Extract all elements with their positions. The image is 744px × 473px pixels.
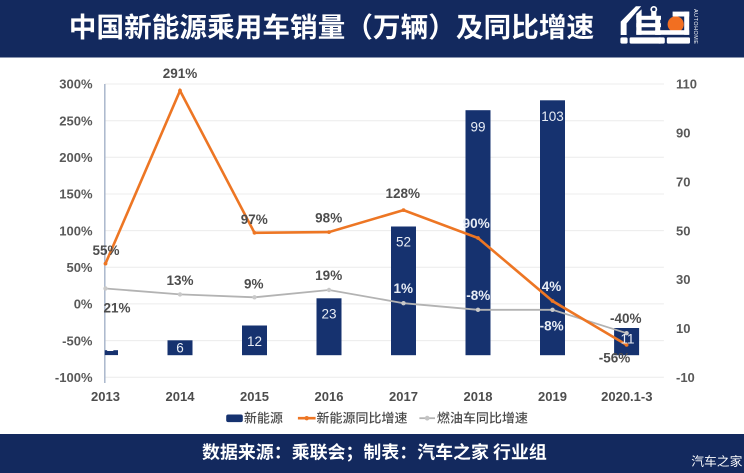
svg-text:50: 50 [676,223,690,238]
svg-text:90%: 90% [463,216,490,231]
svg-text:300%: 300% [59,77,93,92]
svg-text:90: 90 [676,126,690,141]
svg-text:13%: 13% [166,273,193,288]
svg-text:-50%: -50% [62,333,93,348]
svg-text:150%: 150% [59,187,93,202]
svg-text:2019: 2019 [538,389,567,404]
svg-text:AUTOHOME: AUTOHOME [692,9,698,44]
svg-text:2018: 2018 [464,389,493,404]
svg-text:12: 12 [247,334,262,349]
svg-text:50%: 50% [66,260,92,275]
svg-text:-100%: -100% [55,370,93,385]
svg-text:4%: 4% [542,279,562,294]
svg-text:1%: 1% [393,281,413,296]
svg-text:70: 70 [676,174,690,189]
svg-text:200%: 200% [59,150,93,165]
svg-text:2016: 2016 [315,389,344,404]
svg-text:23: 23 [321,306,336,321]
svg-text:-56%: -56% [599,351,631,366]
svg-text:128%: 128% [386,186,421,201]
svg-text:98%: 98% [315,211,342,226]
svg-text:97%: 97% [241,212,268,227]
svg-text:21%: 21% [103,300,130,315]
svg-text:250%: 250% [59,113,93,128]
svg-text:2015: 2015 [240,389,269,404]
svg-text:55%: 55% [92,243,119,258]
svg-text:52: 52 [396,234,411,249]
svg-text:0%: 0% [74,297,93,312]
svg-text:103: 103 [541,109,564,124]
svg-text:2013: 2013 [91,389,120,404]
svg-text:100%: 100% [59,223,93,238]
svg-text:30: 30 [676,272,690,287]
svg-text:99: 99 [470,119,485,134]
svg-text:2017: 2017 [389,389,418,404]
svg-text:9%: 9% [244,276,264,291]
svg-text:-10: -10 [676,370,695,385]
svg-text:-8%: -8% [466,288,490,303]
svg-text:2: 2 [107,339,115,354]
svg-text:-8%: -8% [540,319,564,334]
svg-text:6: 6 [176,340,184,355]
svg-text:10: 10 [676,321,690,336]
svg-text:2014: 2014 [166,389,196,404]
svg-text:11: 11 [620,332,634,347]
svg-text:19%: 19% [315,268,342,283]
svg-text:2020.1-3: 2020.1-3 [601,389,652,404]
svg-text:110: 110 [676,77,697,92]
svg-text:291%: 291% [163,66,198,81]
svg-text:-40%: -40% [610,311,642,326]
